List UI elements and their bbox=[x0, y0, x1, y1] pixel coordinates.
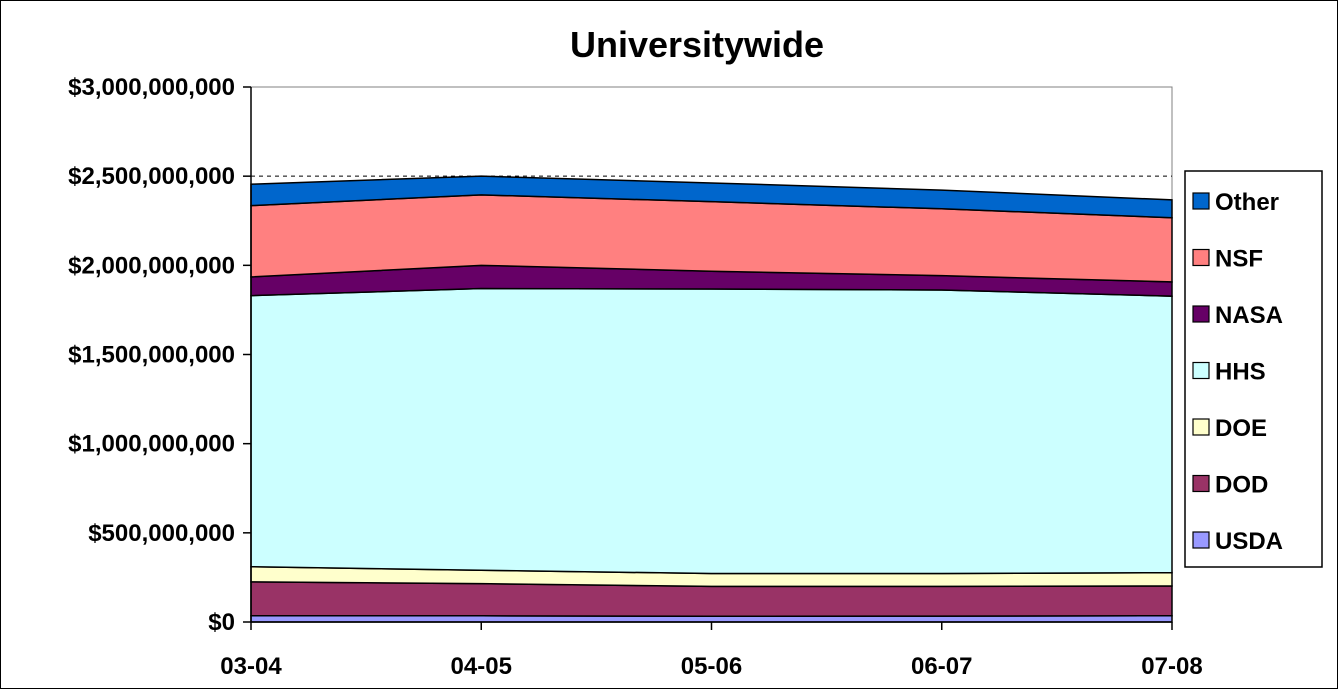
legend-label-nasa: NASA bbox=[1215, 302, 1283, 329]
legend-label-nsf: NSF bbox=[1215, 246, 1263, 273]
legend-label-other: Other bbox=[1215, 189, 1279, 216]
y-tick-label: $1,500,000,000 bbox=[68, 342, 235, 369]
x-tick-label: 04-05 bbox=[451, 653, 512, 680]
y-tick-label: $500,000,000 bbox=[88, 520, 235, 547]
y-tick-label: $2,500,000,000 bbox=[68, 163, 235, 190]
legend-label-usda: USDA bbox=[1215, 528, 1283, 555]
area-other bbox=[250, 175, 1173, 219]
x-tick-label: 06-07 bbox=[911, 653, 972, 680]
legend-swatch-hhs bbox=[1192, 361, 1210, 380]
legend-label-hhs: HHS bbox=[1215, 359, 1266, 386]
chart-title: Universitywide bbox=[570, 24, 824, 65]
y-tick-label: $3,000,000,000 bbox=[68, 74, 235, 101]
legend-swatch-nasa bbox=[1192, 305, 1210, 323]
x-tick-label: 07-08 bbox=[1141, 653, 1202, 680]
area-hhs bbox=[250, 287, 1173, 575]
legend: Other NSF NASA HHS DOE DOD USDA bbox=[1184, 170, 1323, 568]
legend-swatch-nsf bbox=[1192, 248, 1210, 267]
y-tick-label: $1,000,000,000 bbox=[68, 431, 235, 458]
plot-area bbox=[250, 86, 1173, 623]
y-axis: $0 $500,000,000 $1,000,000,000 $1,500,000,0… bbox=[68, 74, 252, 636]
y-tick-label: $2,000,000,000 bbox=[68, 252, 235, 279]
legend-swatch-usda bbox=[1192, 531, 1210, 549]
y-tick-label: $0 bbox=[208, 609, 235, 636]
legend-swatch-dod bbox=[1192, 474, 1210, 493]
legend-swatch-other bbox=[1192, 192, 1210, 210]
legend-swatch-doe bbox=[1192, 418, 1210, 436]
x-tick-label: 03-04 bbox=[220, 653, 282, 680]
x-tick-label: 05-06 bbox=[681, 653, 742, 680]
legend-label-doe: DOE bbox=[1215, 415, 1267, 442]
legend-label-dod: DOD bbox=[1215, 472, 1268, 499]
x-axis: 03-04 04-05 05-06 06-07 07-08 bbox=[220, 621, 1203, 680]
